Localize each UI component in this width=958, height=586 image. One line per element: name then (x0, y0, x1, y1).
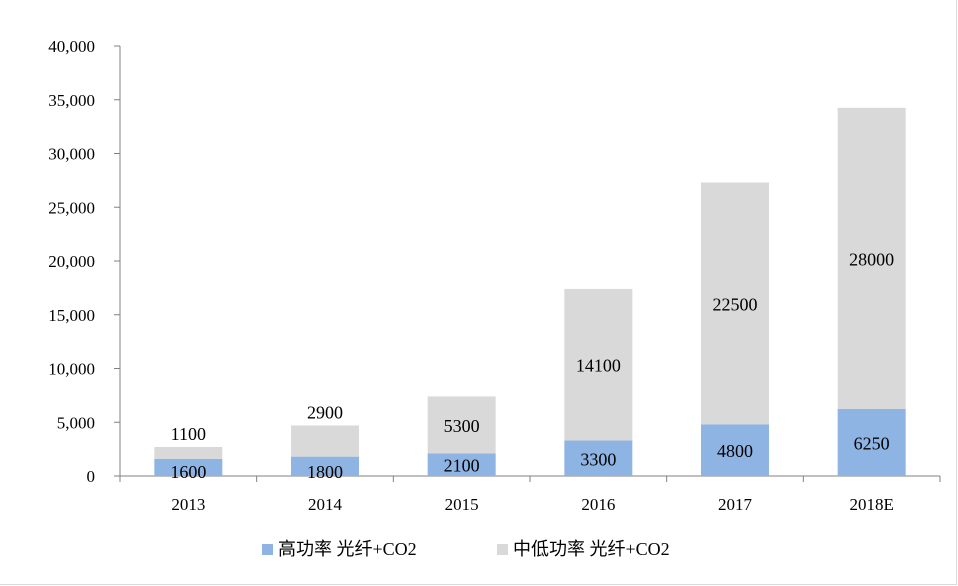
y-tick-label: 15,000 (48, 306, 95, 325)
data-label: 3300 (580, 449, 616, 469)
bar-high-power-2014 (291, 456, 359, 476)
data-label: 2900 (307, 402, 343, 422)
x-axis: 2013 2014 2015 2016 2017 2018E (119, 475, 941, 514)
data-label: 1100 (171, 424, 206, 444)
data-label: 28000 (849, 249, 894, 269)
legend-swatch (262, 544, 273, 555)
legend-swatch (497, 544, 508, 555)
x-tick-label: 2014 (308, 495, 343, 514)
bar-mid-low-power-2018E (837, 107, 906, 409)
x-tick-label: 2016 (581, 495, 615, 514)
y-tick-label: 5,000 (57, 413, 95, 432)
bar-high-power-2017 (701, 424, 769, 476)
y-axis: 0 5,000 10,000 15,000 20,000 25,000 30,000 35,0… (48, 37, 121, 486)
y-tick-label: 30,000 (48, 145, 95, 164)
bars (154, 107, 906, 476)
y-tick-label: 20,000 (48, 252, 95, 271)
data-label: 22500 (713, 294, 758, 314)
y-tick-label: 35,000 (48, 91, 95, 110)
data-label: 2100 (444, 456, 480, 476)
data-label: 1800 (307, 462, 343, 482)
y-tick-label: 25,000 (48, 198, 95, 217)
y-tick-label: 40,000 (48, 37, 95, 56)
bar-mid-low-power-2013 (154, 446, 223, 459)
data-label: 6250 (854, 433, 890, 453)
y-tick-label: 0 (87, 467, 96, 486)
data-label: 5300 (444, 416, 480, 436)
x-tick-label: 2017 (718, 495, 753, 514)
data-label: 1600 (170, 462, 206, 482)
bar-mid-low-power-2015 (427, 396, 496, 454)
x-tick-label: 2013 (171, 495, 205, 514)
legend-label: 高功率 光纤+CO2 (278, 539, 417, 559)
x-tick-label: 2018E (849, 495, 893, 514)
y-tick-label: 10,000 (48, 360, 95, 379)
bar-high-power-2016 (564, 440, 633, 476)
data-label: 4800 (717, 441, 753, 461)
bar-mid-low-power-2014 (291, 425, 359, 457)
bar-mid-low-power-2016 (564, 288, 633, 441)
legend-label: 中低功率 光纤+CO2 (513, 539, 670, 559)
bar-high-power-2015 (427, 453, 496, 476)
legend: 高功率 光纤+CO2 中低功率 光纤+CO2 (262, 539, 670, 559)
data-labels: 1600 1100 1800 2900 2100 5300 3300 14100 4800 225… (170, 249, 894, 482)
bar-mid-low-power-2017 (701, 182, 769, 425)
data-label: 14100 (576, 356, 621, 376)
bar-high-power-2018E (837, 408, 906, 476)
x-tick-label: 2015 (445, 495, 479, 514)
bar-high-power-2013 (154, 458, 223, 476)
